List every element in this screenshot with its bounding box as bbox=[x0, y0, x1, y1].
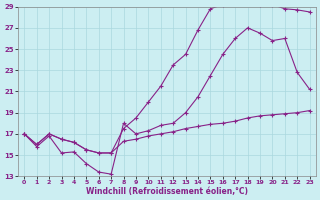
X-axis label: Windchill (Refroidissement éolien,°C): Windchill (Refroidissement éolien,°C) bbox=[86, 187, 248, 196]
